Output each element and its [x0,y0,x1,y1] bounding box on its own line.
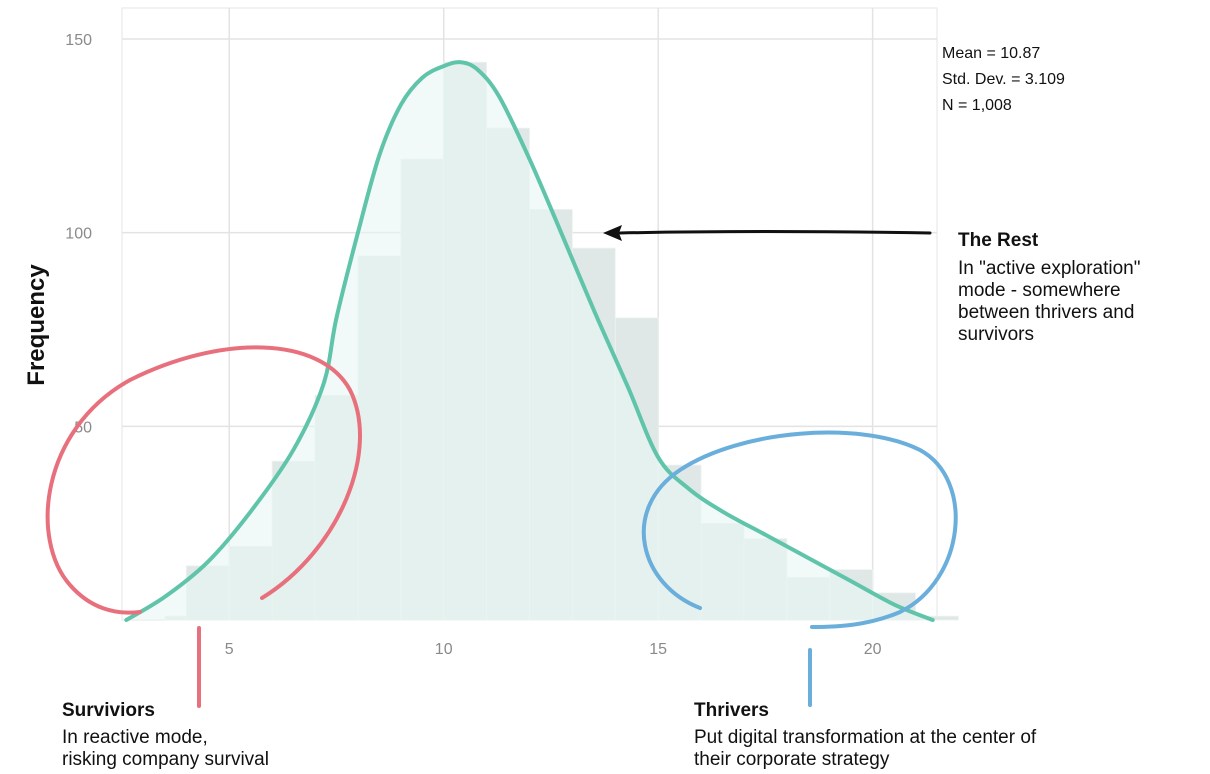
arrow-shaft [618,230,932,235]
thrivers-title: Thrivers [694,700,769,721]
thrivers-loop [641,430,958,629]
y-tick-label: 150 [65,32,92,49]
survivors-loop [45,345,362,615]
annotation-survivors: Surviviors In reactive mode, risking com… [45,345,362,770]
rest-line-3: between thrivers and [958,302,1134,323]
x-tick-label: 5 [225,641,234,658]
rest-line-1: In "active exploration" [958,258,1140,279]
survivors-title: Surviviors [62,700,155,721]
y-axis-label: Frequency [23,264,50,386]
x-tick-label: 10 [435,641,453,658]
annotation-the-rest: The Rest In "active exploration" mode - … [603,225,1140,345]
stat-std-dev: Std. Dev. = 3.109 [942,71,1065,88]
density-curve-line [124,60,935,622]
stat-mean: Mean = 10.87 [942,45,1040,62]
rest-title: The Rest [958,230,1039,251]
survivors-line-1: In reactive mode, [62,727,208,748]
density-curve-area [126,62,933,621]
stats-box: Mean = 10.87 Std. Dev. = 3.109 N = 1,008 [942,45,1065,114]
y-tick-label: 100 [65,226,92,243]
x-tick-label: 20 [864,641,882,658]
rest-line-2: mode - somewhere [958,280,1121,301]
annotation-thrivers: Thrivers Put digital transformation at t… [641,430,1037,770]
survivors-line-2: risking company survival [62,749,269,770]
stat-n: N = 1,008 [942,97,1012,114]
arrow-head [603,225,622,241]
rest-line-4: survivors [958,324,1034,345]
x-axis-ticks: 5 10 15 20 [225,641,882,658]
thrivers-line-2: their corporate strategy [694,749,890,770]
x-tick-label: 15 [649,641,667,658]
thrivers-line-1: Put digital transformation at the center… [694,727,1037,748]
